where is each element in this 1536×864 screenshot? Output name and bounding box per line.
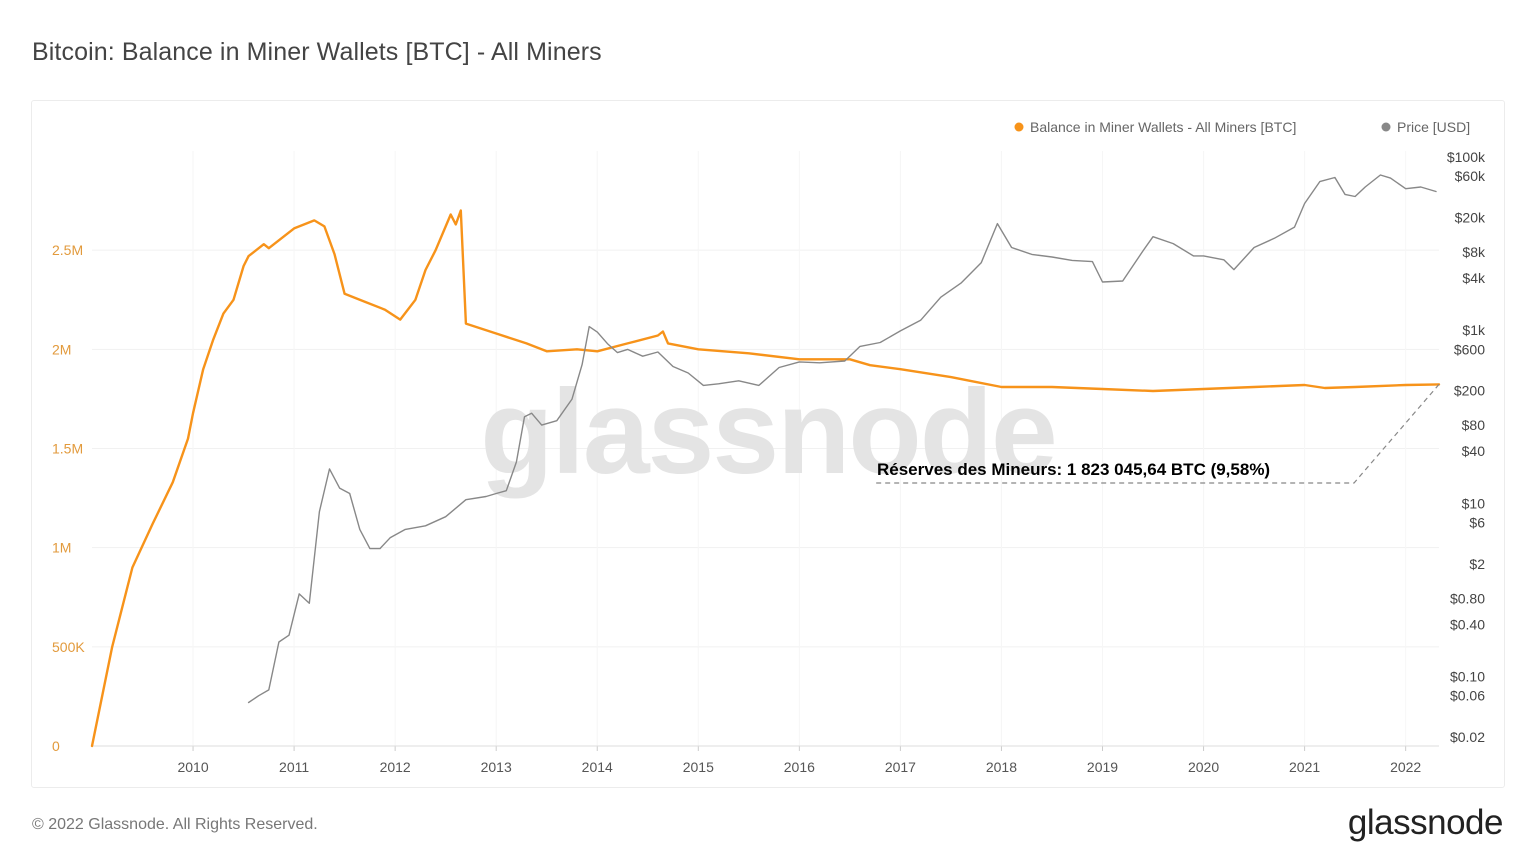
- y-right-tick-label: $0.80: [1450, 590, 1485, 606]
- y-right-tick-label: $60k: [1455, 168, 1486, 184]
- y-right-tick-label: $2: [1469, 556, 1485, 572]
- legend-item-miner-balance[interactable]: Balance in Miner Wallets - All Miners [B…: [1014, 119, 1297, 135]
- grid-layer: [92, 151, 1439, 747]
- y-right-tick-label: $200: [1454, 383, 1485, 399]
- ticks-layer: 0 500K 1M 1.5M 2M 2.5M $0.02 $0.06 $0.10 $0.40 $0.…: [52, 149, 1486, 775]
- annotation-layer: Réserves des Mineurs: 1 823 045,64 BTC (…: [875, 384, 1440, 484]
- y-left-tick-label: 1.5M: [52, 441, 83, 457]
- y-right-tick-label: $0.10: [1450, 668, 1485, 684]
- y-left-tick-label: 500K: [52, 639, 85, 655]
- x-tick-label: 2022: [1390, 759, 1421, 775]
- legend-item-price[interactable]: Price [USD]: [1381, 119, 1471, 135]
- chart-card: glassnode 0 500K 1M 1.5M 2M 2.5M $0.02 $0.06 $0.…: [31, 100, 1505, 788]
- y-left-tick-label: 2M: [52, 341, 71, 357]
- y-right-tick-label: $4k: [1462, 270, 1486, 286]
- y-right-tick-label: $20k: [1455, 210, 1486, 226]
- y-right-tick-label: $6: [1469, 515, 1485, 531]
- legend-label: Price [USD]: [1397, 119, 1470, 135]
- x-tick-label: 2014: [582, 759, 613, 775]
- y-right-tick-label: $0.06: [1450, 688, 1485, 704]
- legend-label: Balance in Miner Wallets - All Miners [B…: [1030, 119, 1296, 135]
- x-tick-label: 2019: [1087, 759, 1118, 775]
- x-tick-label: 2021: [1289, 759, 1320, 775]
- x-tick-label: 2012: [380, 759, 411, 775]
- y-right-tick-label: $8k: [1462, 244, 1486, 260]
- annotation-text: Réserves des Mineurs: 1 823 045,64 BTC (…: [877, 460, 1270, 479]
- miner-balance-series-line: [90, 209, 1441, 748]
- glassnode-logo[interactable]: glassnode: [1347, 803, 1504, 842]
- legend[interactable]: Balance in Miner Wallets - All Miners [B…: [1014, 119, 1471, 135]
- y-right-tick-label: $0.40: [1450, 616, 1485, 632]
- annotation-leader-line: [875, 384, 1440, 484]
- y-right-tick-label: $40: [1462, 443, 1486, 459]
- x-tick-label: 2017: [885, 759, 916, 775]
- copyright-text: © 2022 Glassnode. All Rights Reserved.: [32, 816, 318, 833]
- x-tick-label: 2013: [481, 759, 512, 775]
- legend-dot: [1381, 122, 1391, 132]
- x-tick-label: 2010: [177, 759, 208, 775]
- y-right-tick-label: $10: [1462, 495, 1486, 511]
- y-right-tick-label: $80: [1462, 417, 1486, 433]
- x-tick-label: 2020: [1188, 759, 1219, 775]
- y-right-tick-label: $600: [1454, 341, 1485, 357]
- x-tick-label: 2016: [784, 759, 815, 775]
- y-right-tick-label: $100k: [1447, 149, 1486, 165]
- y-right-tick-label: $1k: [1462, 322, 1486, 338]
- glassnode-watermark: glassnode: [480, 365, 1056, 499]
- chart-svg: glassnode 0 500K 1M 1.5M 2M 2.5M $0.02 $0.06 $0.…: [52, 119, 1486, 775]
- page-title: Bitcoin: Balance in Miner Wallets [BTC] …: [32, 38, 602, 66]
- y-left-tick-label: 0: [52, 738, 60, 754]
- series-layer: [90, 174, 1441, 748]
- legend-dot: [1014, 122, 1024, 132]
- x-tick-label: 2011: [279, 759, 309, 775]
- y-right-tick-label: $0.02: [1450, 729, 1485, 745]
- y-left-tick-label: 1M: [52, 540, 71, 556]
- y-left-tick-label: 2.5M: [52, 242, 83, 258]
- x-tick-label: 2018: [986, 759, 1017, 775]
- x-tick-label: 2015: [683, 759, 714, 775]
- price-series-line: [247, 174, 1437, 704]
